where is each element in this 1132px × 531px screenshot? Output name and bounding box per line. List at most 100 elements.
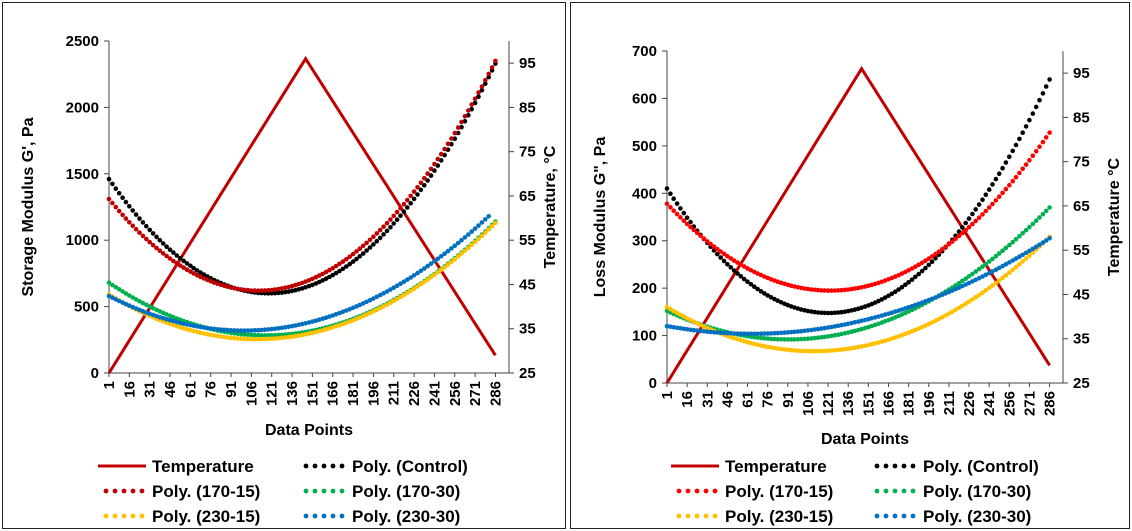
- series-poly-170-15-point: [455, 125, 461, 130]
- x-tick-label: 166: [880, 391, 897, 416]
- series-poly-170-30-point: [953, 283, 958, 288]
- series-poly-230-30-point: [1040, 240, 1046, 245]
- series-poly-control-point: [741, 276, 747, 282]
- series-poly-170-15-point: [832, 288, 838, 293]
- series-poly-170-15-point: [835, 288, 841, 293]
- series-poly-170-15-point: [394, 209, 400, 215]
- series-poly-170-30-point: [1030, 221, 1036, 227]
- series-poly-230-15-point: [408, 288, 414, 294]
- series-poly-230-30-point: [232, 328, 237, 333]
- series-poly-170-30-point: [238, 331, 244, 337]
- series-poly-170-30-point: [805, 336, 811, 342]
- series-poly-170-15-point: [943, 244, 948, 250]
- series-poly-230-15-point: [788, 347, 794, 353]
- series-poly-170-15-point: [1023, 162, 1029, 167]
- series-poly-230-15-point: [798, 348, 804, 354]
- series-poly-230-30-point: [775, 330, 780, 336]
- series-poly-170-15-point: [445, 141, 451, 147]
- series-poly-170-15-point: [711, 244, 717, 249]
- series-poly-control-point: [822, 310, 827, 316]
- series-poly-230-15-point: [792, 348, 797, 353]
- series-poly-170-15-point: [980, 212, 985, 217]
- series-poly-170-15-point: [367, 237, 373, 243]
- series-poly-control-point: [664, 186, 670, 191]
- legend-temperature-label: Temperature: [152, 457, 254, 476]
- series-poly-230-15-point: [442, 264, 447, 270]
- series-poly-230-15-point: [996, 278, 1002, 283]
- series-poly-230-15-point: [374, 307, 380, 313]
- series-poly-control-point: [1030, 111, 1036, 116]
- series-poly-170-15-point: [1010, 178, 1015, 184]
- series-poly-230-15-point: [279, 335, 285, 341]
- legend-poly-230-30-swatch: [874, 513, 880, 519]
- series-poly-170-15-point: [171, 258, 176, 264]
- series-poly-control-point: [276, 290, 281, 296]
- series-poly-230-15-point: [455, 254, 461, 259]
- y2-axis-title: Temperature °C: [1106, 157, 1123, 276]
- series-poly-170-15-point: [493, 58, 498, 64]
- x-tick-label: 226: [961, 391, 978, 416]
- series-poly-230-30-point: [445, 248, 451, 254]
- series-poly-control-point: [181, 258, 186, 264]
- series-poly-230-15-point: [428, 274, 434, 280]
- x-tick-label: 16: [679, 391, 696, 408]
- series-poly-230-15-point: [829, 348, 834, 353]
- series-poly-170-15-point: [313, 275, 319, 280]
- series-poly-170-15-point: [1040, 139, 1046, 145]
- series-poly-170-30-point: [956, 280, 962, 286]
- legend-poly-control-swatch: [312, 463, 318, 469]
- series-poly-170-15-point: [694, 230, 700, 236]
- series-poly-170-15-point: [731, 258, 737, 263]
- y2-tick-label: 75: [1073, 154, 1090, 171]
- legend-poly-170-30-swatch: [892, 488, 898, 494]
- legend-poly-170-30-swatch: [312, 488, 318, 494]
- series-poly-170-30-point: [792, 337, 797, 342]
- y-tick-label: 2500: [66, 33, 99, 50]
- series-poly-control-point: [671, 196, 676, 201]
- series-poly-230-30-point: [711, 330, 717, 335]
- series-poly-170-15-point: [946, 241, 952, 247]
- series-poly-170-30-point: [815, 335, 821, 341]
- series-poly-170-15-point: [956, 233, 962, 239]
- series-poly-control-point: [963, 220, 968, 226]
- legend-poly-control-swatch: [883, 463, 889, 469]
- series-poly-230-30-point: [832, 324, 838, 329]
- series-poly-control-point: [728, 265, 734, 270]
- series-poly-230-30-point: [795, 329, 801, 334]
- series-poly-170-30-point: [110, 282, 115, 288]
- x-tick-label: 226: [406, 381, 423, 406]
- series-poly-170-15-point: [106, 196, 112, 202]
- legend-poly-control-swatch: [892, 463, 898, 469]
- series-poly-control-point: [123, 199, 129, 205]
- series-poly-170-30-point: [970, 271, 975, 277]
- series-poly-control-point: [1040, 91, 1046, 96]
- series-poly-control-point: [201, 272, 207, 277]
- series-poly-170-30-point: [983, 261, 989, 267]
- series-poly-230-30-point: [718, 330, 723, 336]
- series-poly-170-30-point: [1040, 211, 1046, 217]
- series-poly-control-point: [815, 310, 821, 315]
- series-poly-control-point: [344, 264, 349, 269]
- series-poly-170-15-point: [728, 256, 734, 261]
- series-poly-230-15-point: [293, 333, 298, 339]
- series-poly-230-30-point: [215, 327, 220, 332]
- series-poly-control-point: [966, 216, 972, 221]
- x-tick-label: 211: [386, 381, 403, 405]
- series-poly-230-30-point: [715, 330, 720, 335]
- series-poly-230-30-point: [208, 326, 213, 331]
- series-poly-control-point: [1013, 142, 1019, 148]
- series-poly-230-30-point: [691, 327, 697, 333]
- series-poly-230-30-point: [1003, 262, 1009, 267]
- series-poly-230-15-point: [1027, 253, 1032, 258]
- series-poly-control-point: [154, 234, 159, 240]
- series-poly-230-30-point: [225, 327, 230, 333]
- series-poly-control-point: [381, 232, 386, 237]
- series-poly-230-30-point: [286, 324, 292, 330]
- series-poly-control-point: [330, 272, 336, 278]
- series-poly-control-point: [391, 221, 397, 226]
- x-tick-label: 76: [203, 381, 220, 398]
- legend-poly-170-30-swatch: [874, 488, 880, 494]
- series-poly-control-point: [725, 262, 730, 267]
- series-poly-170-15-point: [950, 239, 955, 244]
- series-poly-230-30-point: [222, 327, 227, 333]
